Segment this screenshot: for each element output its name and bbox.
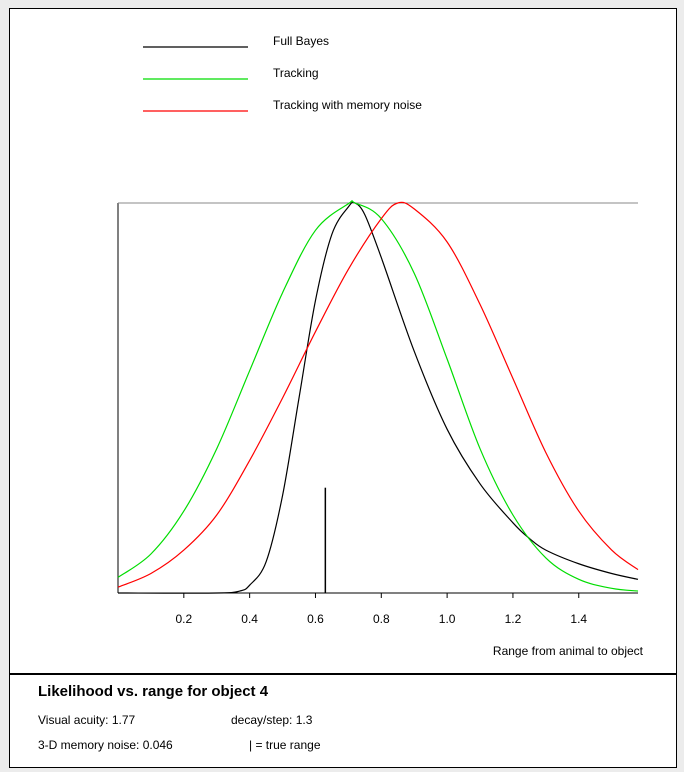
axes: 0.2 0.4 0.6 0.8 1.0 1.2 1.4 [117,202,638,626]
info-panel: Likelihood vs. range for object 4 Visual… [10,675,676,767]
legend-label: Tracking [273,66,319,80]
x-tick-label: 0.8 [373,612,390,626]
series-lines [117,200,639,594]
plot-area: Full Bayes Tracking Tracking with memory n… [10,9,676,673]
likelihood-chart: Full Bayes Tracking Tracking with memory n… [117,34,644,658]
x-tick-label: 1.0 [439,612,456,626]
legend-label: Full Bayes [273,34,329,48]
legend-label: Tracking with memory noise [273,98,422,112]
x-tick-label: 1.4 [570,612,587,626]
true-range-legend-text: | = true range [249,738,321,752]
legend: Full Bayes Tracking Tracking with memory n… [143,34,422,112]
divider [10,673,676,675]
visual-acuity-text: Visual acuity: 1.77 [38,713,136,727]
x-tick-label: 0.4 [241,612,258,626]
series-line-full-bayes [117,201,639,594]
x-tick-label: 0.2 [175,612,192,626]
series-line-tracking-with-memory-noise [117,201,639,588]
x-axis-label: Range from animal to object [493,644,644,658]
plot-window: Full Bayes Tracking Tracking with memory n… [9,8,677,768]
x-tick-label: 1.2 [505,612,522,626]
decay-step-text: decay/step: 1.3 [231,713,313,727]
panel-title: Likelihood vs. range for object 4 [38,683,269,700]
x-tick-label: 0.6 [307,612,324,626]
series-line-tracking [117,200,639,592]
memory-noise-text: 3-D memory noise: 0.046 [38,738,173,752]
